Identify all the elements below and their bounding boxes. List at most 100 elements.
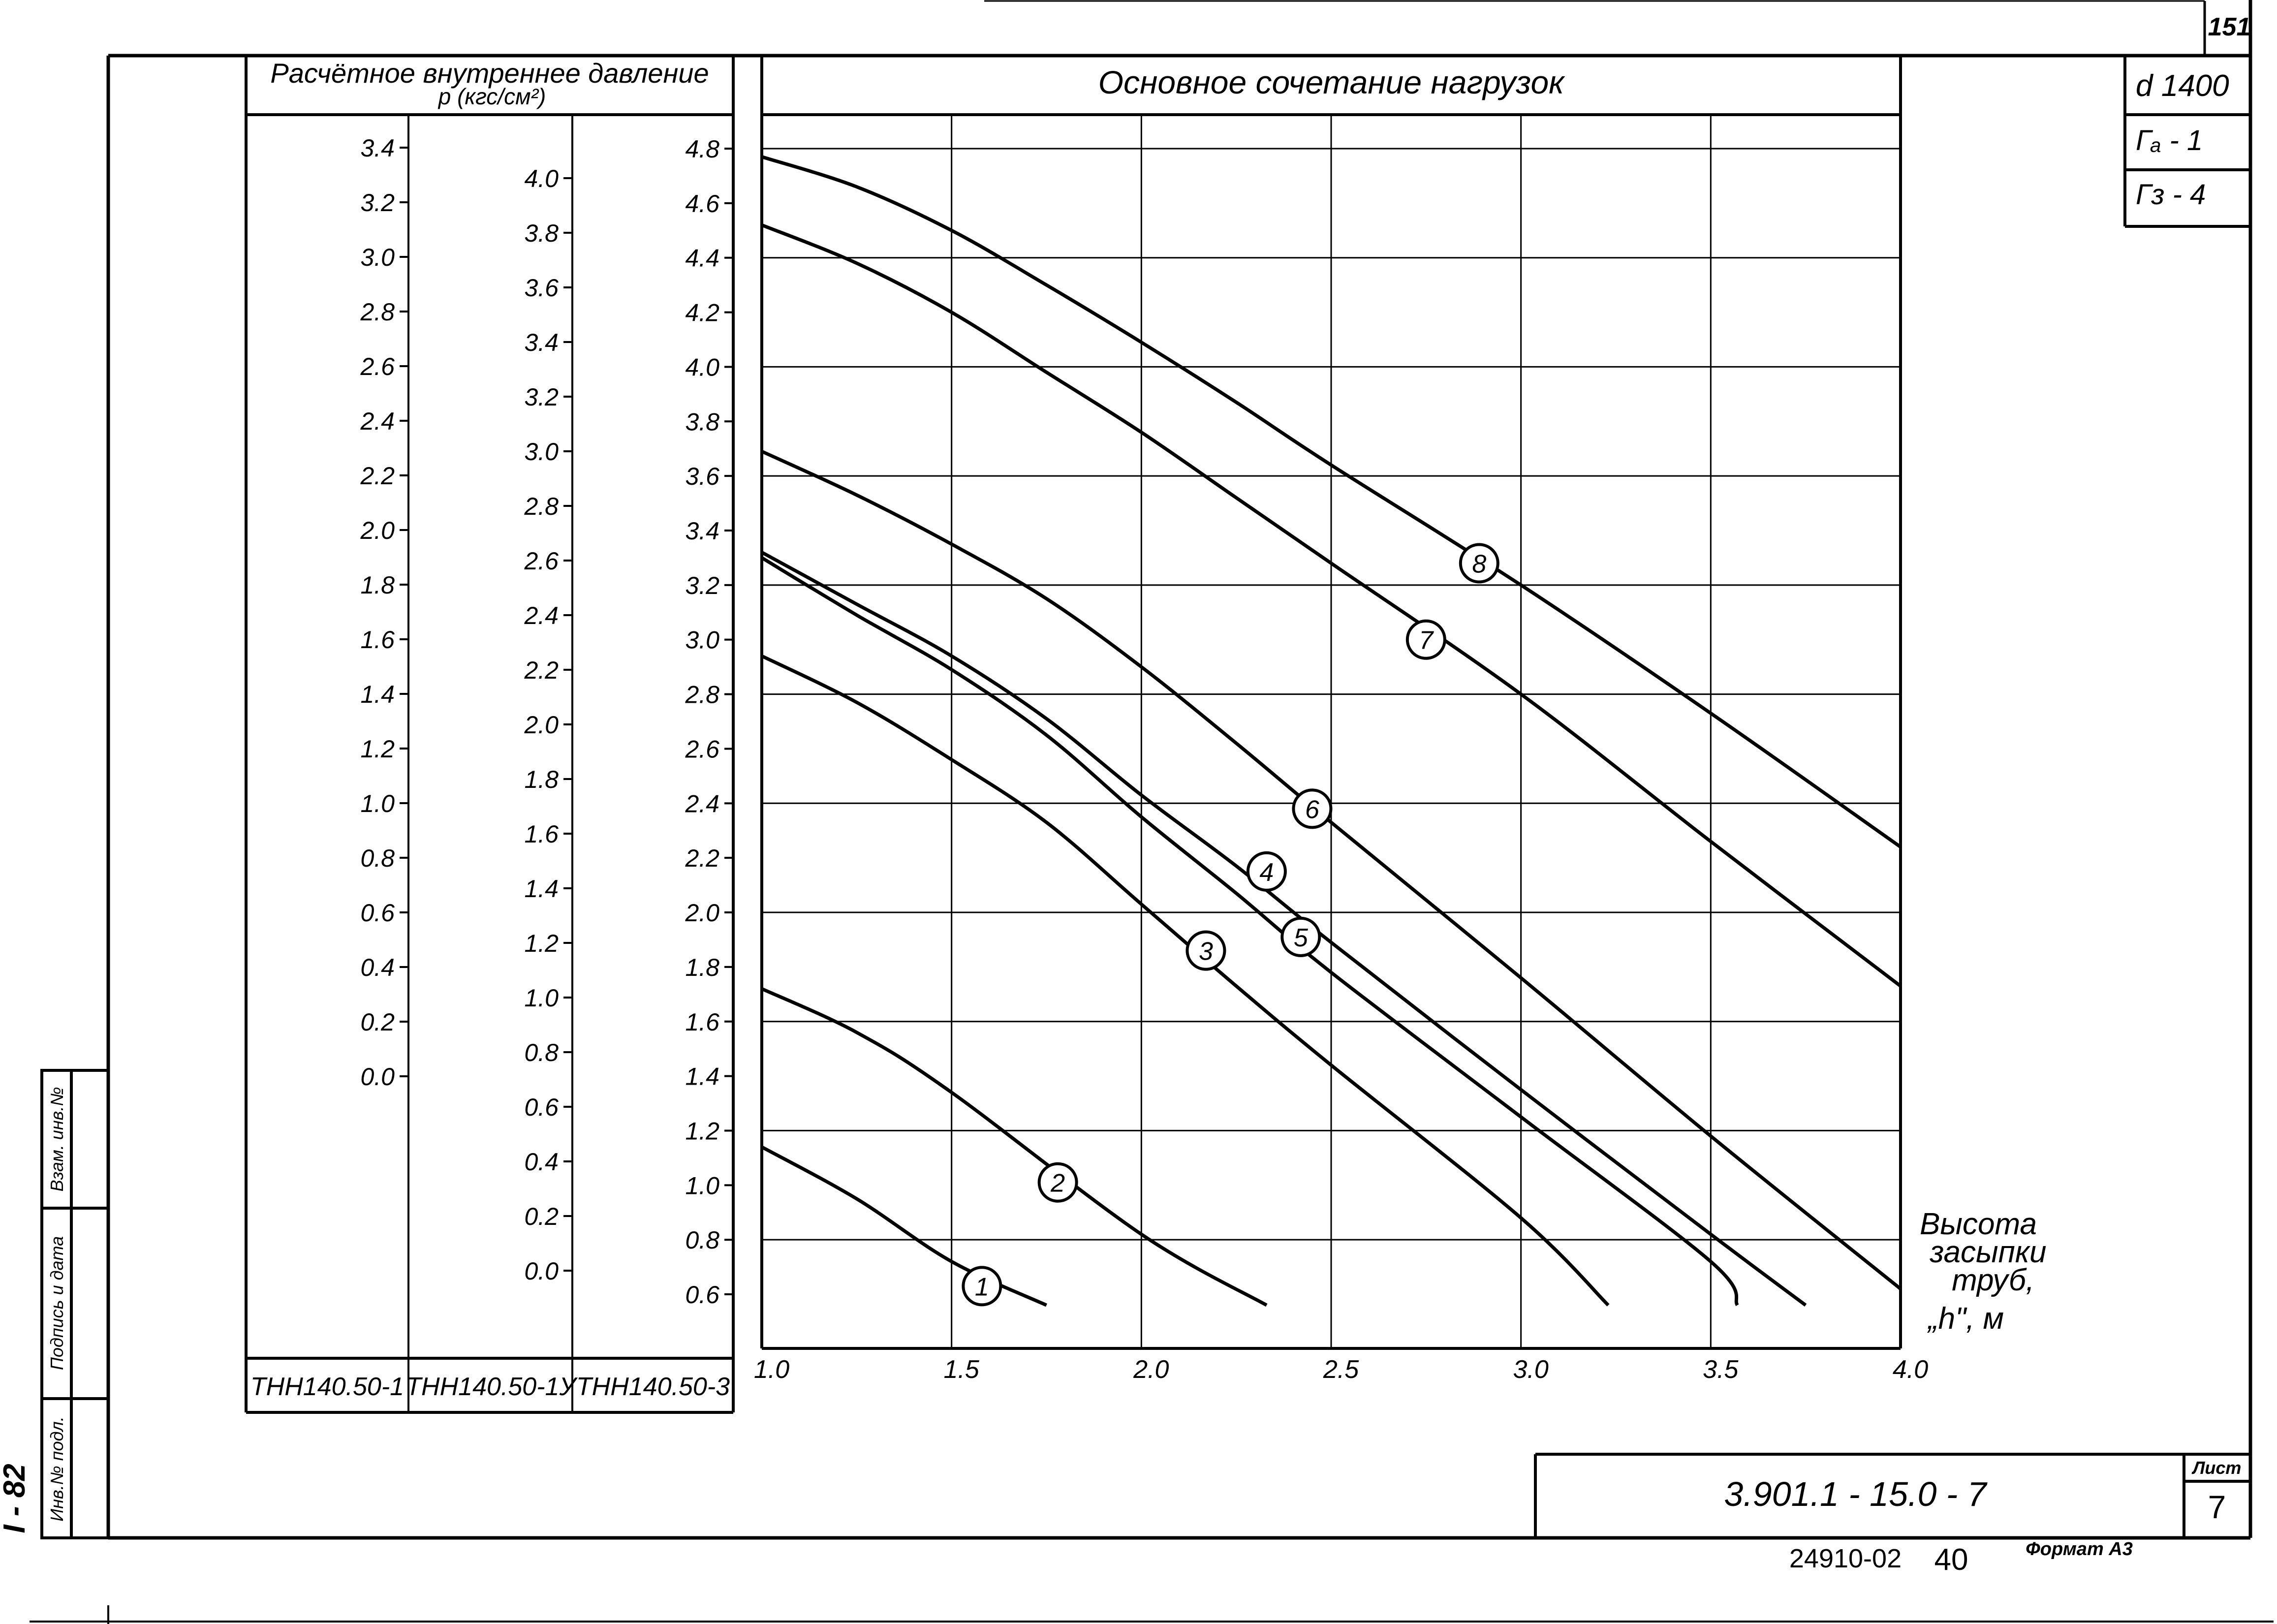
sheet-frame xyxy=(30,0,2274,1624)
scale-tick-label: 2.6 xyxy=(524,547,559,575)
scale-tick-label: 2.4 xyxy=(360,407,395,435)
curve-3 xyxy=(761,654,1610,1307)
scale-tick-label: 3.2 xyxy=(524,383,559,411)
scale-tick-label: 1.0 xyxy=(685,1172,719,1199)
scale-tick-label: 3.2 xyxy=(360,189,395,217)
curve-label-1: 1 xyxy=(975,1273,989,1301)
x-axis-label-line-1: Высота xyxy=(1920,1207,2037,1241)
scale-tick-label: 1.6 xyxy=(685,1008,719,1036)
x-tick-label: 4.0 xyxy=(1893,1355,1928,1384)
scale-tick-label: 3.4 xyxy=(524,329,559,356)
stamp-bedding-type: Гз - 4 xyxy=(2136,179,2206,211)
scale-tick-label: 4.0 xyxy=(685,353,719,381)
scale-tick-label: 4.0 xyxy=(524,165,559,192)
curve-marker-8 xyxy=(1459,543,1499,584)
scale-tick-label: 1.8 xyxy=(360,571,395,599)
curve-marker-5 xyxy=(1280,916,1321,957)
scale-tick-label: 1.2 xyxy=(524,930,559,957)
curve-markers: 1 2 3 4 5 6 7 8 xyxy=(962,543,1499,1307)
scale-tick-label: 3.8 xyxy=(685,408,719,436)
curve-label-4: 4 xyxy=(1259,858,1274,887)
scale-tick-label: 3.8 xyxy=(524,219,559,247)
scale-tick-label: 4.4 xyxy=(685,245,719,272)
scale-tick-label: 2.0 xyxy=(685,899,719,927)
scale-tick-label: 1.2 xyxy=(360,735,395,763)
scale-tick-label: 3.4 xyxy=(360,134,395,162)
scale-tick-label: 1.0 xyxy=(524,984,559,1012)
scale-tick-label: 4.8 xyxy=(685,135,719,163)
x-tick-label: 2.5 xyxy=(1323,1355,1359,1384)
curve-marker-1 xyxy=(962,1266,1002,1307)
x-tick-label: 3.5 xyxy=(1703,1355,1739,1384)
scale-tick-label: 4.2 xyxy=(685,299,719,327)
left-margin-code: I - 82 xyxy=(0,1464,31,1533)
bottom-code: 24910-02 xyxy=(1789,1544,1902,1573)
scale-tick-label: 0.6 xyxy=(524,1093,559,1121)
x-tick-label: 1.5 xyxy=(944,1355,980,1384)
x-axis-label-line-2: засыпки xyxy=(1929,1235,2046,1269)
curve-8 xyxy=(761,155,1902,848)
curve-label-7: 7 xyxy=(1419,626,1434,655)
side-stamp-replacement-number: Взам. инв.№ xyxy=(47,1087,67,1192)
sheet-top-number: 151 xyxy=(2208,13,2251,41)
scale-tick-label: 2.8 xyxy=(524,493,559,520)
scale-tick-label: 0.6 xyxy=(685,1281,719,1309)
x-axis-label-line-3: труб, xyxy=(1952,1263,2034,1297)
document-code: 3.901.1 - 15.0 - 7 xyxy=(1724,1475,1988,1513)
chart-curves xyxy=(761,155,1902,1307)
curve-2 xyxy=(761,987,1268,1307)
scale-tick-label: 3.2 xyxy=(685,572,719,599)
curve-marker-4 xyxy=(1246,851,1287,892)
curve-1 xyxy=(761,1145,1047,1307)
scale-tick-label: 1.4 xyxy=(524,875,559,903)
scale-tick-label: 2.2 xyxy=(360,462,395,490)
scale-tick-label: 0.8 xyxy=(524,1039,559,1066)
scale-name-2: ТНН140.50-1У xyxy=(405,1373,578,1401)
scale-tick-label: 2.2 xyxy=(685,844,719,872)
x-axis-ticks: 1.0 1.5 2.0 2.5 3.0 3.5 4.0 xyxy=(754,1355,1928,1384)
scale-tick-label: 2.6 xyxy=(360,353,395,380)
scale-name-1: ТНН140.50-1 xyxy=(250,1373,404,1401)
scale-tick-label: 0.8 xyxy=(685,1226,719,1254)
scale-tick-label: 4.6 xyxy=(685,190,719,218)
scale-name-3: ТНН140.50-3 xyxy=(576,1373,730,1401)
curve-label-2: 2 xyxy=(1050,1169,1065,1198)
scale-tick-label: 3.0 xyxy=(524,438,559,466)
x-tick-label: 1.0 xyxy=(754,1355,789,1384)
curve-4 xyxy=(761,551,1807,1307)
scale-tick-label: 2.4 xyxy=(524,602,559,629)
scale-tick-label: 3.4 xyxy=(685,517,719,545)
scale-tick-label: 0.2 xyxy=(360,1008,395,1036)
scale-tick-label: 1.6 xyxy=(524,820,559,848)
bottom-number: 40 xyxy=(1934,1543,1968,1577)
scale-tick-label: 2.6 xyxy=(685,735,719,763)
scale-tick-label: 1.2 xyxy=(685,1117,719,1145)
curve-marker-7 xyxy=(1405,619,1446,660)
pressure-header-unit: p (кгс/см²) xyxy=(437,84,546,109)
scale-tick-label: 0.4 xyxy=(360,954,395,981)
curve-label-6: 6 xyxy=(1305,795,1319,824)
curve-marker-3 xyxy=(1185,930,1226,971)
side-stamp-signature-date: Подпись и дата xyxy=(47,1236,67,1370)
scale-tick-label: 1.8 xyxy=(524,766,559,793)
scale-tick-label: 2.0 xyxy=(524,711,559,739)
curve-label-8: 8 xyxy=(1472,550,1486,579)
format-label: Формат А3 xyxy=(2026,1539,2133,1560)
x-tick-label: 2.0 xyxy=(1133,1355,1169,1384)
scale-tick-label: 0.4 xyxy=(524,1148,559,1176)
scale-tick-label: 3.6 xyxy=(685,463,719,490)
scale-tick-label: 0.6 xyxy=(360,899,395,927)
chart-title: Основное сочетание нагрузок xyxy=(1098,64,1565,100)
curve-marker-2 xyxy=(1037,1162,1078,1203)
scale-tick-label: 0.0 xyxy=(524,1257,559,1285)
curve-6 xyxy=(761,450,1902,1290)
x-axis-label-line-4: „h", м xyxy=(1927,1302,2004,1336)
pressure-header: Расчётное внутреннее давление xyxy=(270,58,709,89)
curve-marker-6 xyxy=(1292,788,1333,829)
stamp-boxes xyxy=(2123,56,2250,228)
scale-tick-label: 2.4 xyxy=(685,790,719,817)
scale-tick-label: 0.0 xyxy=(360,1063,395,1091)
curve-7 xyxy=(761,223,1902,988)
scale-tick-label: 2.0 xyxy=(360,517,395,544)
